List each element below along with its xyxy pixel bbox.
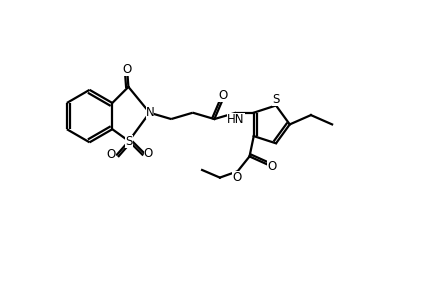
Text: S: S [272, 93, 280, 106]
Text: S: S [125, 135, 133, 148]
Text: O: O [106, 148, 116, 161]
Text: O: O [144, 147, 153, 160]
Text: O: O [232, 171, 242, 184]
Text: HN: HN [227, 113, 245, 126]
Text: O: O [123, 63, 132, 76]
Text: N: N [145, 106, 154, 119]
Text: O: O [218, 89, 227, 102]
Text: O: O [267, 160, 276, 173]
